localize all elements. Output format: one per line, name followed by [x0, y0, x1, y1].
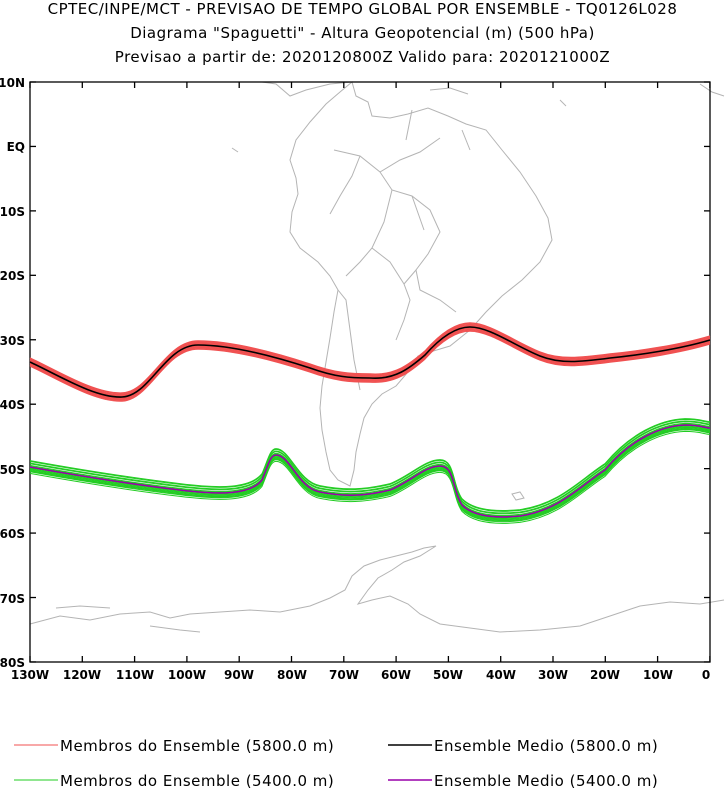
ensemble-member-line — [29, 327, 711, 399]
mean-5400-line — [29, 424, 711, 518]
longitude-labels: 130W 120W 110W 100W 90W 80W 70W 60W 50W … — [11, 668, 710, 682]
lon-label: 100W — [168, 668, 206, 682]
ensemble-member-line — [29, 330, 711, 402]
ensemble-member-line — [29, 322, 711, 394]
title-line-2: Diagrama "Spaguetti" - Altura Geopotenci… — [130, 24, 595, 42]
ensemble-member-line — [29, 325, 711, 397]
title-line-3: Previsao a partir de: 2020120800Z Valido… — [114, 48, 611, 66]
legend-label: Membros do Ensemble (5400.0 m) — [60, 772, 334, 790]
lon-label: 80W — [277, 668, 307, 682]
legend-label: Ensemble Medio (5800.0 m) — [434, 737, 658, 755]
lon-label: 50W — [433, 668, 463, 682]
lon-label: 30W — [538, 668, 568, 682]
lat-label: 40S — [0, 398, 25, 412]
map-frame — [29, 81, 711, 663]
lon-label: 0 — [702, 668, 710, 682]
lat-label: 60S — [0, 527, 25, 541]
ensemble-member-line — [29, 329, 711, 401]
ensemble-member-line — [29, 428, 711, 522]
members-5400-lines — [29, 418, 711, 524]
title-line-1: CPTEC/INPE/MCT - PREVISAO DE TEMPO GLOBA… — [47, 0, 678, 18]
lat-label: 50S — [0, 463, 25, 477]
lat-label: 10S — [0, 205, 25, 219]
map-coastlines — [29, 81, 725, 633]
ensemble-member-line — [29, 328, 711, 400]
lon-label: 130W — [11, 668, 49, 682]
lat-label: 70S — [0, 592, 25, 606]
ensemble-member-line — [29, 421, 711, 515]
lon-label: 40W — [486, 668, 516, 682]
lat-label: 30S — [0, 334, 25, 348]
legend: Membros do Ensemble (5800.0 m) Ensemble … — [14, 737, 658, 790]
lon-label: 20W — [590, 668, 620, 682]
legend-label: Ensemble Medio (5400.0 m) — [434, 772, 658, 790]
lon-label: 110W — [116, 668, 154, 682]
lon-label: 10W — [643, 668, 673, 682]
lat-label: 20S — [0, 269, 25, 283]
ensemble-member-line — [29, 329, 711, 402]
lat-label: EQ — [7, 140, 25, 154]
ensemble-member-line — [29, 322, 711, 395]
lon-label: 60W — [381, 668, 411, 682]
members-5800-lines — [29, 322, 711, 402]
lon-label: 70W — [329, 668, 359, 682]
ensemble-member-line — [29, 430, 711, 524]
legend-label: Membros do Ensemble (5800.0 m) — [60, 737, 334, 755]
ensemble-member-line — [29, 418, 711, 512]
lat-label: 80S — [0, 656, 25, 670]
lon-label: 90W — [224, 668, 254, 682]
axis-ticks — [29, 81, 711, 663]
lon-label: 120W — [63, 668, 101, 682]
ensemble-member-line — [29, 418, 711, 512]
mean-5800-line — [29, 326, 711, 398]
ensemble-member-line — [29, 427, 711, 521]
ensemble-member-line — [29, 429, 711, 523]
lat-label: 10N — [0, 76, 25, 90]
latitude-labels: 10N EQ 10S 20S 30S 40S 50S 60S 70S 80S — [0, 76, 25, 670]
ensemble-member-line — [29, 324, 711, 396]
